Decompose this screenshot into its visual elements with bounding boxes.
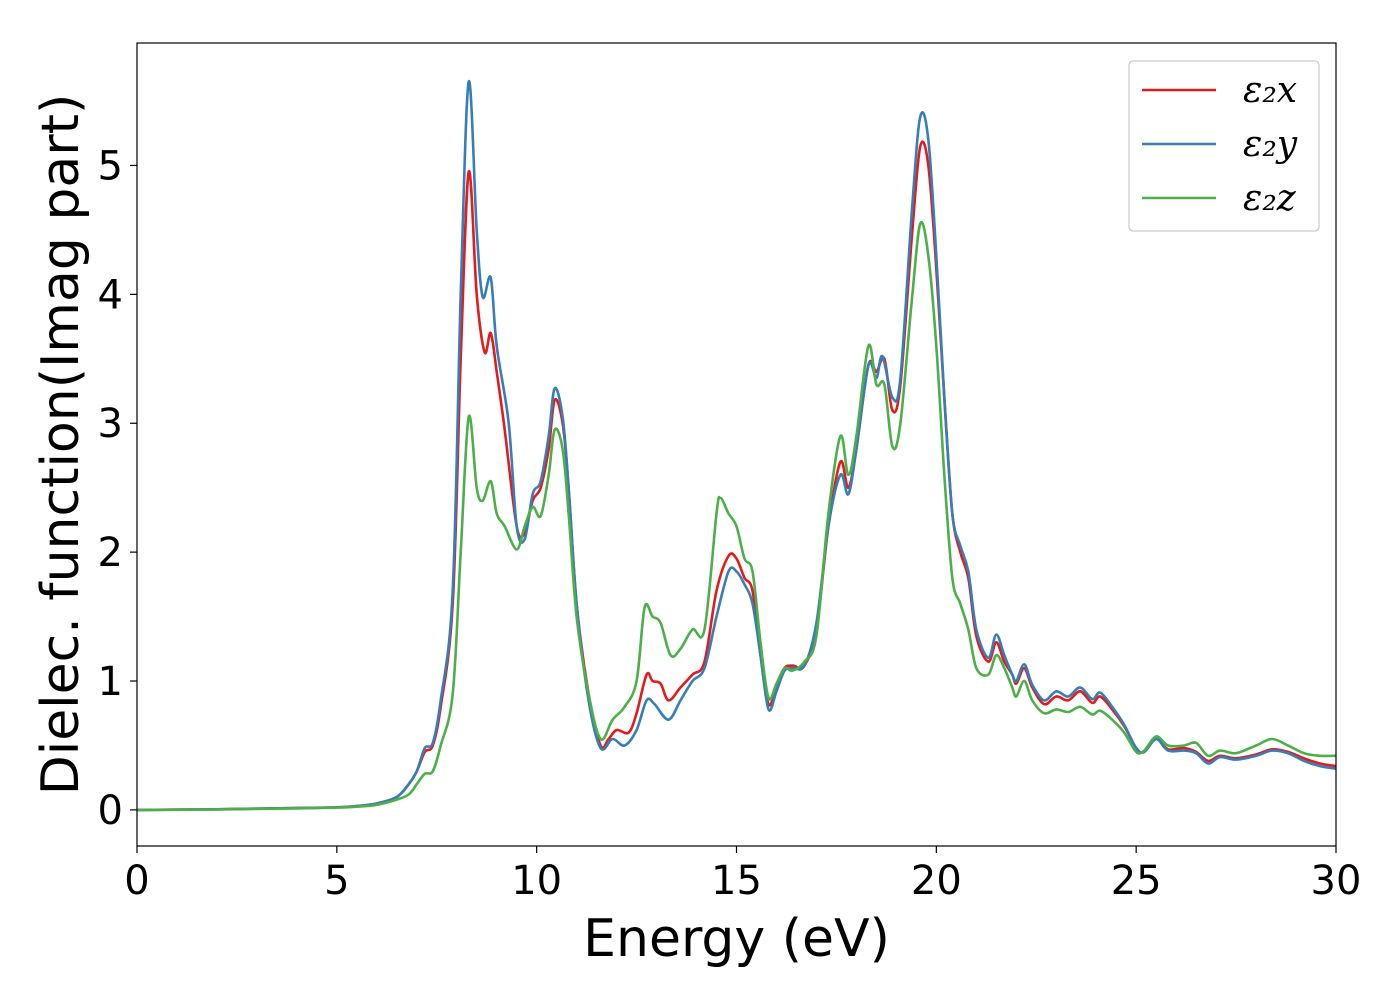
x-tick-label: 20 (911, 858, 962, 904)
x-tick-label: 30 (1311, 858, 1362, 904)
x-tick-label: 10 (511, 858, 562, 904)
y-tick-label: 3 (98, 401, 123, 447)
legend-box (1128, 60, 1320, 232)
y-tick-label: 5 (98, 143, 123, 189)
y-tick-label: 4 (98, 272, 123, 318)
x-tick-label: 5 (324, 858, 349, 904)
y-axis-title: Dielec. function(Imag part) (31, 94, 91, 796)
series-line-3 (137, 220, 1336, 812)
x-tick-label: 15 (711, 858, 762, 904)
legend-label-1: ε₂x (1243, 70, 1297, 111)
y-axis-ticks: 0 1 2 3 4 5 (98, 143, 137, 834)
y-tick-label: 2 (98, 530, 123, 576)
series-line-1 (137, 140, 1336, 812)
x-tick-label: 25 (1111, 858, 1162, 904)
legend: ε₂x ε₂y ε₂z (1128, 60, 1320, 232)
x-axis-title: Energy (eV) (583, 909, 890, 969)
x-tick-label: 0 (124, 858, 149, 904)
series-layer (137, 80, 1336, 812)
legend-label-2: ε₂y (1243, 124, 1298, 165)
x-axis-ticks: 0 5 10 15 20 25 30 (124, 846, 1361, 904)
legend-label-3: ε₂z (1243, 178, 1297, 219)
y-tick-label: 0 (98, 788, 123, 834)
y-tick-label: 1 (98, 659, 123, 705)
